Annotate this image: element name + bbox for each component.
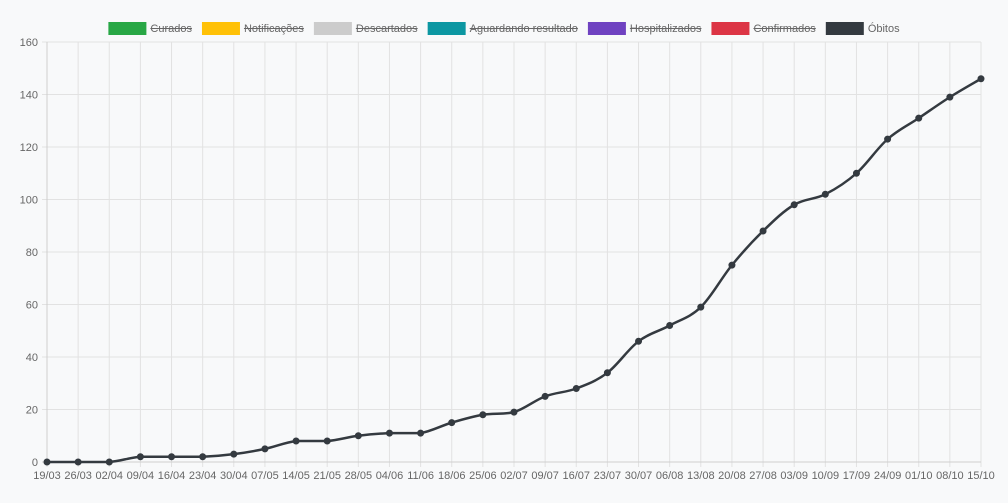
data-point[interactable] — [448, 419, 456, 427]
data-point[interactable] — [821, 190, 829, 198]
legend-item[interactable]: Confirmados — [711, 22, 816, 35]
data-point[interactable] — [292, 437, 300, 445]
data-point[interactable] — [261, 445, 269, 453]
x-tick-label: 30/07 — [625, 470, 653, 482]
x-tick-label: 07/05 — [251, 470, 279, 482]
y-tick-label: 140 — [20, 90, 38, 102]
x-tick-label: 16/04 — [158, 470, 186, 482]
x-tick-label: 18/06 — [438, 470, 466, 482]
data-point[interactable] — [323, 437, 331, 445]
data-point[interactable] — [572, 385, 580, 392]
data-point[interactable] — [168, 453, 176, 461]
data-point[interactable] — [666, 322, 674, 329]
legend-swatch — [108, 22, 147, 35]
x-tick-label: 09/07 — [531, 470, 559, 482]
legend-label: Óbitos — [868, 22, 900, 35]
legend-item[interactable]: Óbitos — [825, 22, 900, 35]
x-tick-label: 24/09 — [874, 470, 902, 482]
data-point[interactable] — [852, 169, 860, 177]
data-point[interactable] — [385, 429, 393, 437]
data-point[interactable] — [603, 369, 611, 377]
data-point[interactable] — [759, 227, 767, 235]
series-layer — [43, 75, 985, 466]
y-tick-label: 60 — [26, 300, 38, 312]
legend-swatch — [313, 22, 352, 35]
y-tick-label: 80 — [26, 247, 38, 259]
data-point[interactable] — [199, 453, 207, 461]
y-tick-label: 100 — [20, 195, 38, 207]
x-tick-label: 15/10 — [967, 470, 995, 482]
data-point[interactable] — [977, 75, 985, 83]
x-tick-label: 17/09 — [843, 470, 871, 482]
x-tick-label: 02/07 — [500, 470, 528, 482]
data-point[interactable] — [790, 201, 798, 209]
grid — [42, 41, 982, 467]
x-tick-label: 08/10 — [936, 470, 964, 482]
x-tick-label: 01/10 — [905, 470, 933, 482]
x-tick-label: 03/09 — [780, 470, 808, 482]
x-tick-label: 02/04 — [96, 470, 124, 482]
data-point[interactable] — [74, 458, 82, 466]
x-tick-label: 21/05 — [313, 470, 341, 482]
data-point[interactable] — [354, 432, 362, 440]
x-tick-label: 30/04 — [220, 470, 248, 482]
data-point[interactable] — [728, 261, 736, 269]
x-tick-label: 28/05 — [345, 470, 373, 482]
data-point[interactable] — [417, 429, 425, 437]
legend-item[interactable]: Aguardando resultado — [427, 22, 578, 35]
legend-item[interactable]: Curados — [108, 22, 192, 35]
x-tick-label: 14/05 — [282, 470, 310, 482]
y-tick-label: 0 — [32, 457, 38, 469]
data-point[interactable] — [479, 411, 487, 419]
x-tick-label: 27/08 — [749, 470, 777, 482]
data-point[interactable] — [541, 392, 549, 400]
x-tick-label: 23/04 — [189, 470, 217, 482]
x-tick-label: 20/08 — [718, 470, 746, 482]
data-point[interactable] — [635, 337, 643, 345]
data-point[interactable] — [43, 458, 51, 466]
x-tick-label: 13/08 — [687, 470, 715, 482]
data-point[interactable] — [105, 458, 113, 466]
legend-item[interactable]: Hospitalizados — [587, 22, 702, 35]
x-tick-label: 25/06 — [469, 470, 497, 482]
x-tick-label: 09/04 — [127, 470, 155, 482]
legend-swatch — [587, 22, 626, 35]
data-point[interactable] — [915, 114, 923, 122]
x-tick-label: 26/03 — [64, 470, 92, 482]
data-point[interactable] — [884, 135, 892, 143]
data-point[interactable] — [510, 408, 518, 416]
x-tick-label: 04/06 — [376, 470, 404, 482]
x-tick-label: 19/03 — [33, 470, 61, 482]
legend-item[interactable]: Notificações — [201, 22, 304, 35]
y-tick-label: 20 — [26, 405, 38, 417]
legend-item[interactable]: Descartados — [313, 22, 418, 35]
data-point[interactable] — [136, 453, 144, 461]
y-tick-label: 40 — [26, 352, 38, 364]
legend: Curados Notificações Descartados Aguardando… — [108, 22, 900, 35]
data-point[interactable] — [946, 93, 954, 101]
x-tick-label: 11/06 — [407, 470, 434, 482]
x-tick-label: 23/07 — [594, 470, 622, 482]
y-tick-label: 120 — [20, 142, 38, 154]
legend-swatch — [711, 22, 750, 35]
x-tick-label: 10/09 — [812, 470, 840, 482]
data-point[interactable] — [230, 450, 238, 458]
data-point[interactable] — [697, 303, 705, 311]
legend-swatch — [825, 22, 864, 35]
x-tick-label: 16/07 — [563, 470, 591, 482]
legend-swatch — [201, 22, 240, 35]
legend-swatch — [427, 22, 466, 35]
x-tick-label: 06/08 — [656, 470, 684, 482]
y-tick-label: 160 — [20, 37, 38, 49]
